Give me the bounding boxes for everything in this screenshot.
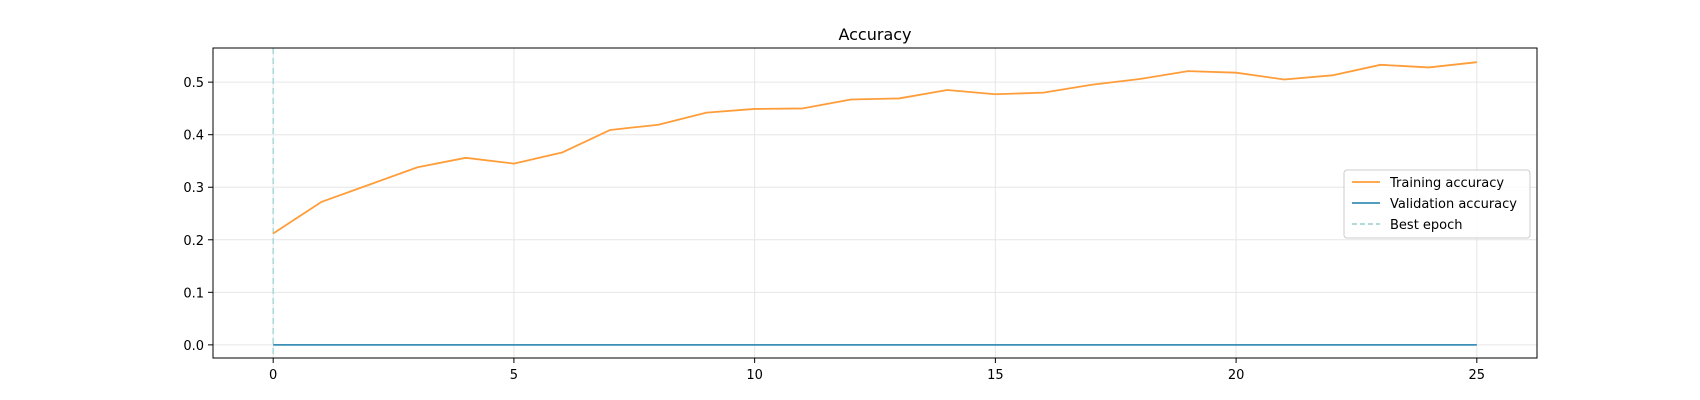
legend: Training accuracy Validation accuracy Best…	[1343, 169, 1531, 239]
axis-layer: 0 5 10 15 20 25 0.0 0.1 0.2 0.3 0.4 0.5	[183, 76, 1485, 383]
x-tick-label: 0	[269, 368, 277, 383]
legend-box	[1343, 169, 1531, 239]
grid-layer	[213, 48, 1537, 358]
y-tick-label: 0.5	[183, 76, 204, 91]
y-tick-label: 0.1	[183, 286, 204, 301]
y-tick-label: 0.0	[183, 339, 204, 354]
x-tick-label: 15	[987, 368, 1004, 383]
series-layer	[272, 61, 1477, 346]
y-tick-label: 0.4	[183, 129, 204, 144]
chart-title: Accuracy	[838, 25, 911, 44]
legend-label: Validation accuracy	[1390, 197, 1517, 212]
training-accuracy-line	[272, 61, 1477, 235]
x-tick-label: 5	[510, 368, 518, 383]
y-tick-label: 0.3	[183, 181, 204, 196]
x-tick-label: 20	[1228, 368, 1245, 383]
legend-label: Training accuracy	[1389, 176, 1504, 191]
x-tick-label: 25	[1469, 368, 1486, 383]
legend-label: Best epoch	[1390, 218, 1463, 233]
y-tick-label: 0.2	[183, 234, 204, 249]
plot-frame	[212, 47, 1538, 359]
x-tick-label: 10	[746, 368, 763, 383]
legend-item-validation: Validation accuracy	[1352, 197, 1517, 212]
legend-item-training: Training accuracy	[1352, 176, 1504, 191]
legend-item-best-epoch: Best epoch	[1352, 218, 1463, 233]
